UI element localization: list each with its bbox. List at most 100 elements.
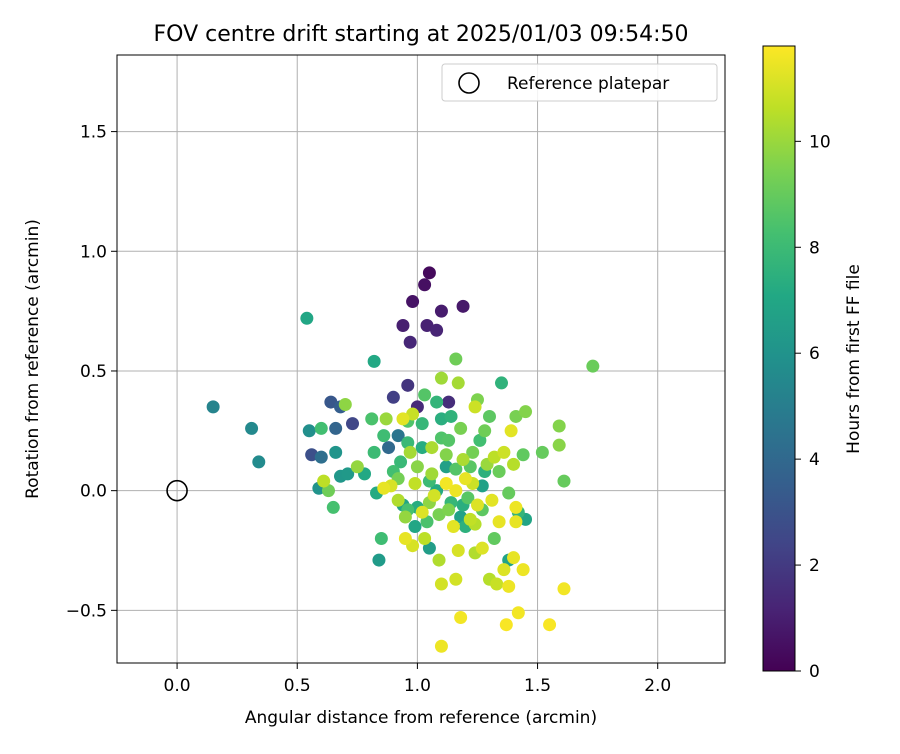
grid-lines [117,55,725,663]
y-tick-label: 1.0 [80,242,107,262]
data-point [504,424,518,438]
data-point [454,611,468,625]
data-point [422,541,436,555]
colorbar-tick-label: 8 [809,238,820,258]
data-point [401,378,415,392]
data-point [314,450,328,464]
data-point [329,445,343,459]
data-point [432,553,446,567]
data-point [502,486,516,500]
data-point [206,400,220,414]
data-point [350,460,364,474]
data-point [495,376,509,390]
data-point [432,508,446,522]
data-point [396,412,410,426]
data-point [468,400,482,414]
data-point [478,424,492,438]
data-point [434,639,448,653]
data-point [454,421,468,435]
data-point [367,354,381,368]
data-point [410,460,424,474]
data-point [391,493,405,507]
data-point [415,417,429,431]
data-point [487,450,501,464]
data-point [557,474,571,488]
data-point [386,390,400,404]
data-point [338,397,352,411]
x-axis-ticks: 0.0 0.5 1.0 1.5 2.0 [164,663,671,696]
y-tick-label: 1.5 [80,123,107,143]
data-point [372,553,386,567]
data-point [499,618,513,632]
data-point [463,512,477,526]
data-point [420,515,434,529]
plot-area-frame [116,54,726,664]
data-point [302,424,316,438]
data-point [502,579,516,593]
data-point [439,448,453,462]
data-point [543,618,557,632]
data-point [321,484,335,498]
data-point [497,445,511,459]
data-point [377,481,391,495]
data-point [439,476,453,490]
data-point [444,409,458,423]
data-point [557,582,571,596]
data-point [427,488,441,502]
data-point [398,532,412,546]
data-point [490,577,504,591]
data-point [403,335,417,349]
data-point [456,453,470,467]
x-tick-label: 1.5 [524,676,551,696]
data-point [374,532,388,546]
data-point [377,429,391,443]
data-point [451,376,465,390]
data-point [408,520,422,534]
data-point [391,429,405,443]
data-point [446,520,460,534]
data-point [516,448,530,462]
data-point [430,323,444,337]
data-point [314,421,328,435]
data-point [396,318,410,332]
data-points [206,266,600,653]
data-point [418,388,432,402]
data-point [422,266,436,280]
data-point [324,395,338,409]
data-point [461,491,475,505]
data-point [458,472,472,486]
data-point [434,371,448,385]
data-point [367,445,381,459]
data-point [434,577,448,591]
x-tick-label: 2.0 [644,676,671,696]
data-point [425,441,439,455]
data-point [586,359,600,373]
data-point [509,409,523,423]
colorbar-tick-label: 4 [809,450,820,470]
data-point [492,515,506,529]
data-point [470,498,484,512]
y-axis-ticks: −0.5 0.0 0.5 1.0 1.5 [66,123,117,621]
data-point [329,421,343,435]
data-point [449,462,463,476]
data-point [442,433,456,447]
y-tick-label: 0.0 [80,482,107,502]
data-point [379,412,393,426]
x-axis-label: Angular distance from reference (arcmin) [245,708,597,728]
data-point [403,445,417,459]
data-point [451,543,465,557]
y-tick-label: 0.5 [80,362,107,382]
data-point [507,457,521,471]
data-point [418,278,432,292]
legend-box [441,63,718,102]
colorbar-gradient [762,45,796,672]
data-point [418,532,432,546]
data-point [365,412,379,426]
data-point [442,503,456,517]
x-tick-label: 0.0 [164,676,191,696]
y-axis-label: Rotation from reference (arcmin) [23,219,43,499]
data-point [482,409,496,423]
data-point [398,510,412,524]
